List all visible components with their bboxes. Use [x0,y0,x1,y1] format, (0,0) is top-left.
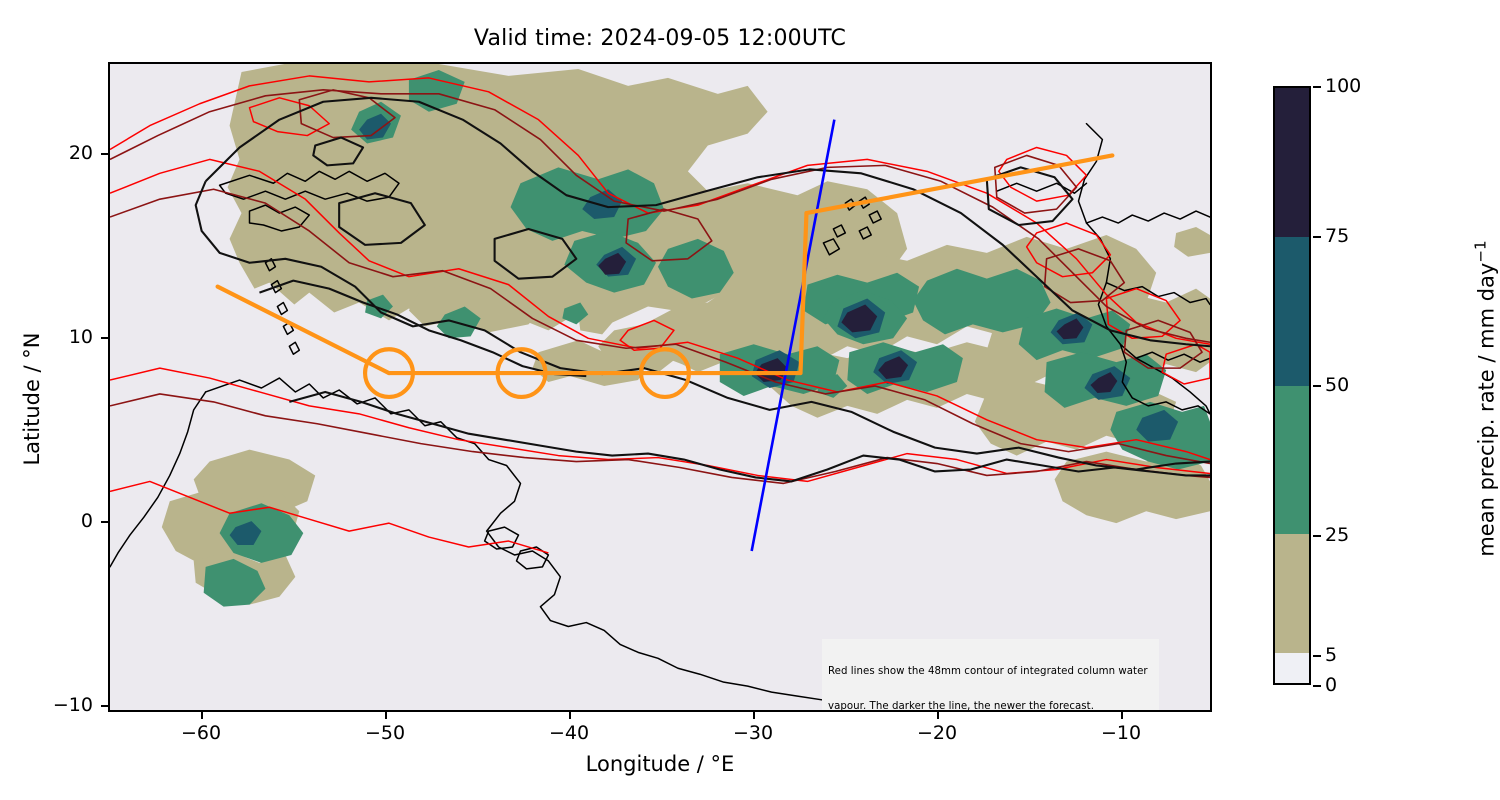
xtick-mark [1121,712,1123,719]
colorbar-segment-50-75 [1275,236,1309,386]
colorbar-segment-75-100 [1275,88,1309,237]
colorbar-tick-mark [1313,86,1321,88]
ytick-label: 0 [80,510,93,532]
map-axes[interactable]: Red lines show the 48mm contour of integ… [108,62,1212,712]
colorbar-axis-label: mean precip. rate / mm day−1 [1472,139,1499,659]
colorbar-tick-mark [1313,655,1321,657]
dropsonde-transect-line[interactable] [750,119,836,552]
colorbar-tick-label: 5 [1325,644,1338,666]
colorbar[interactable] [1273,86,1311,685]
precip-band-5-25 [161,64,1210,605]
colorbar-tick-mark [1313,236,1321,238]
xtick-label: −20 [916,722,958,744]
colorbar-segment-5-25 [1275,534,1309,654]
ytick-label: 20 [68,142,93,164]
colorbar-tick-label: 0 [1325,674,1338,696]
ytick-mark [101,153,108,155]
xtick-label: −50 [364,722,406,744]
colorbar-label-exponent: −1 [1471,240,1490,263]
colorbar-segment-25-50 [1275,385,1309,535]
ytick-mark [101,521,108,523]
map-canvas [110,64,1210,710]
precip-band-75-100 [598,252,1118,393]
ytick-mark [101,705,108,707]
ytick-label: −10 [52,694,93,716]
ytick-label: 10 [68,326,93,348]
xtick-label: −40 [548,722,590,744]
xtick-mark [569,712,571,719]
iwv-contour-middle [110,89,1210,485]
colorbar-tick-mark [1313,535,1321,537]
x-axis-label: Longitude / °E [585,752,735,776]
colorbar-tick-mark [1313,385,1321,387]
xtick-label: −30 [732,722,774,744]
annotation-line-1: Red lines show the 48mm contour of integ… [828,665,1148,677]
xtick-mark [201,712,203,719]
annotation-box: Red lines show the 48mm contour of integ… [822,639,1160,712]
flight-track-waypoint-circles[interactable] [362,347,691,400]
colorbar-segment-0-5 [1275,653,1309,683]
satellite-flight-track[interactable] [215,153,1115,376]
colorbar-tick-label: 50 [1325,374,1350,396]
colorbar-tick-mark [1313,685,1321,687]
xtick-label: −10 [1100,722,1142,744]
xtick-mark [385,712,387,719]
xtick-label: −60 [180,722,222,744]
page-title: Valid time: 2024-09-05 12:00UTC [473,26,847,51]
colorbar-tick-label: 100 [1325,75,1362,97]
y-axis-label: Latitude / °N [20,332,44,466]
colorbar-label-text: mean precip. rate / mm day [1474,262,1499,557]
ytick-mark [101,337,108,339]
xtick-mark [753,712,755,719]
colorbar-tick-label: 75 [1325,225,1350,247]
annotation-line-2: vapour. The darker the line, the newer t… [828,701,1094,712]
colorbar-tick-label: 25 [1325,524,1350,546]
xtick-mark [937,712,939,719]
